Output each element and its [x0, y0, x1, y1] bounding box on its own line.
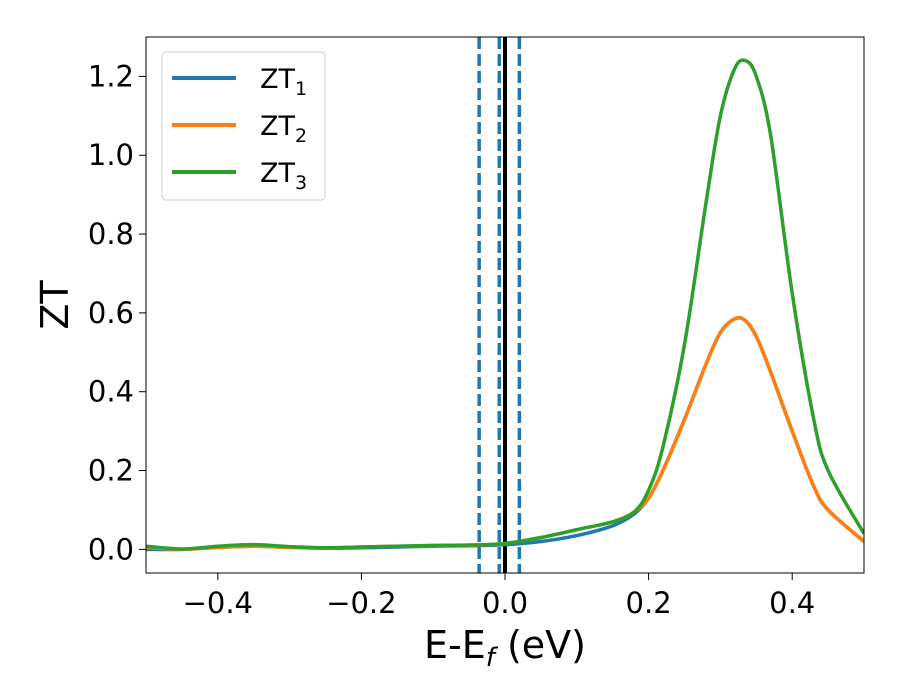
series-line-3 — [146, 58, 864, 551]
y-tick-label: 0.4 — [88, 375, 134, 409]
y-tick-label: 0.6 — [88, 296, 134, 330]
x-axis-label: E-Ef (eV) — [424, 623, 586, 673]
legend-box — [161, 51, 326, 201]
legend: ZT1 ZT2 ZT3 — [161, 51, 326, 201]
x-tick-label: 0.4 — [769, 586, 815, 620]
y-axis: 0.0 0.2 0.4 0.6 0.8 1.0 1.2 — [88, 59, 146, 566]
x-tick-label: 0.0 — [482, 586, 528, 620]
y-tick-label: 1.2 — [88, 59, 134, 93]
y-axis-label: ZT — [33, 280, 77, 330]
x-tick-label: −0.2 — [326, 586, 396, 620]
series-lines — [146, 58, 864, 552]
legend-label-2: ZT2 — [260, 111, 307, 147]
y-tick-label: 0.0 — [88, 532, 134, 566]
x-tick-label: 0.2 — [626, 586, 672, 620]
x-axis: −0.4 −0.2 0.0 0.2 0.4 — [183, 573, 815, 620]
legend-label-1: ZT1 — [260, 64, 307, 100]
y-tick-label: 0.2 — [88, 454, 134, 488]
legend-label-3: ZT3 — [260, 158, 307, 194]
y-tick-label: 1.0 — [88, 138, 134, 172]
x-tick-label: −0.4 — [183, 586, 253, 620]
y-tick-label: 0.8 — [88, 217, 134, 251]
reference-lines — [477, 37, 522, 573]
